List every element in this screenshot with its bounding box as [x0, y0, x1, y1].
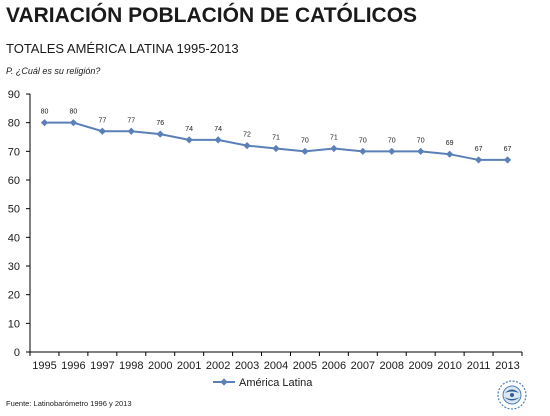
y-tick-label: 20 [8, 290, 20, 302]
data-label: 70 [359, 137, 367, 144]
data-label: 76 [156, 120, 164, 127]
chart-subtitle: TOTALES AMÉRICA LATINA 1995-2013 [6, 41, 239, 56]
latinobarometro-logo-icon [497, 380, 527, 410]
data-label: 70 [388, 137, 396, 144]
x-tick-label: 2004 [264, 360, 288, 372]
survey-question: P. ¿Cuál es su religión? [6, 66, 101, 76]
data-label: 67 [504, 146, 512, 153]
y-tick-label: 30 [8, 261, 20, 273]
data-point [446, 150, 454, 158]
data-point [185, 136, 193, 144]
x-tick-label: 2003 [235, 360, 259, 372]
x-tick-label: 1995 [32, 360, 56, 372]
legend-marker [220, 378, 228, 386]
data-label: 69 [446, 140, 454, 147]
data-point [127, 127, 135, 135]
data-label: 74 [185, 126, 193, 133]
y-tick-label: 90 [8, 89, 20, 101]
x-tick-label: 1996 [61, 360, 85, 372]
y-tick-label: 0 [14, 347, 20, 359]
y-tick-label: 80 [8, 118, 20, 130]
data-label: 80 [41, 109, 49, 116]
x-tick-label: 1998 [119, 360, 143, 372]
y-tick-label: 60 [8, 175, 20, 187]
data-label: 70 [417, 137, 425, 144]
data-point [214, 136, 222, 144]
data-label: 70 [301, 137, 309, 144]
data-label: 67 [475, 146, 483, 153]
x-tick-label: 2001 [177, 360, 201, 372]
data-point [359, 147, 367, 155]
data-point [98, 127, 106, 135]
x-tick-label: 2013 [495, 360, 519, 372]
x-tick-label: 2010 [437, 360, 461, 372]
data-point [503, 156, 512, 164]
x-tick-label: 2000 [148, 360, 172, 372]
data-label: 77 [127, 117, 135, 124]
x-tick-label: 2006 [322, 360, 346, 372]
data-point [330, 144, 338, 153]
x-tick-label: 2009 [408, 360, 432, 372]
x-tick-label: 2008 [380, 360, 404, 372]
data-label: 72 [243, 132, 251, 139]
data-label: 71 [330, 134, 338, 141]
data-label: 80 [70, 109, 78, 116]
y-tick-label: 50 [8, 204, 20, 216]
data-point [388, 147, 396, 155]
data-point [156, 130, 164, 138]
x-tick-label: 2005 [293, 360, 317, 372]
x-tick-label: 2011 [467, 360, 491, 372]
data-point [272, 144, 280, 153]
x-tick-label: 2007 [351, 360, 375, 372]
y-tick-label: 40 [8, 232, 20, 244]
data-point [243, 142, 251, 150]
data-point [474, 156, 483, 164]
source-note: Fuente: Latinobarómetro 1996 y 2013 [6, 399, 132, 408]
data-point [417, 147, 425, 155]
data-point [301, 147, 309, 155]
data-point [40, 119, 49, 127]
data-label: 71 [272, 134, 280, 141]
chart-title: VARIACIÓN POBLACIÓN DE CATÓLICOS [6, 4, 418, 27]
data-label: 77 [98, 117, 106, 124]
data-label: 74 [214, 126, 222, 133]
legend-label: América Latina [239, 377, 313, 389]
x-tick-label: 1997 [90, 360, 114, 372]
x-tick-label: 2002 [206, 360, 230, 372]
data-point [69, 119, 78, 127]
y-tick-label: 70 [8, 146, 20, 158]
y-tick-label: 10 [8, 318, 20, 330]
